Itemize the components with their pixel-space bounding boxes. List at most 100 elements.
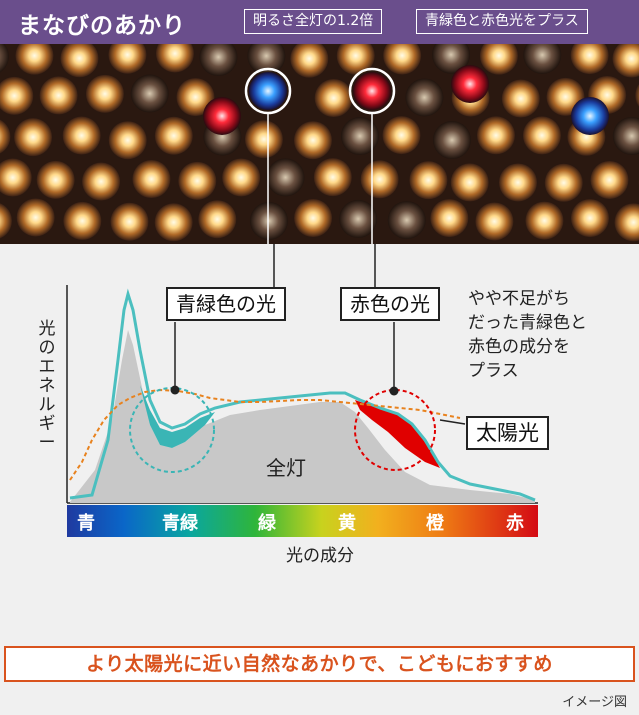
- header-bar: まなびのあかり 明るさ全灯の1.2倍 青緑色と赤色光をプラス: [0, 0, 639, 44]
- led-bulb: [14, 118, 53, 157]
- led-bulb: [62, 116, 101, 155]
- y-axis-label: 光のエネルギー: [38, 319, 56, 453]
- band-label-cyan: 青緑: [162, 513, 198, 534]
- led-bulb: [570, 199, 609, 238]
- led-bulb: [522, 116, 561, 155]
- note-line: やや不足がち: [468, 289, 570, 309]
- led-bulb: [405, 78, 444, 117]
- led-bulb: [293, 121, 332, 160]
- led-bulb: [294, 199, 333, 238]
- led-bulb: [612, 44, 639, 78]
- red-light-label: 赤色の光: [340, 287, 440, 321]
- led-bulb: [154, 116, 193, 155]
- led-bulb: [523, 44, 562, 74]
- added-red-area: [355, 400, 440, 468]
- led-bulb: [108, 121, 147, 160]
- led-bulb: [382, 116, 421, 155]
- led-bulb: [0, 76, 34, 115]
- led-bulb: [360, 160, 399, 199]
- sunlight-label: 太陽光: [466, 416, 549, 450]
- page-title: まなびのあかり: [18, 13, 186, 39]
- red-point-marker: [389, 386, 399, 396]
- led-bulb: [313, 158, 352, 197]
- led-bulb: [266, 158, 305, 197]
- led-bulb: [590, 160, 629, 199]
- led-bulb: [178, 161, 217, 200]
- led-bulb: [132, 160, 171, 199]
- led-bulb: [108, 44, 147, 74]
- led-bulb: [501, 79, 540, 118]
- led-bulb: [176, 78, 215, 117]
- led-bulb: [155, 44, 194, 73]
- led-bulb: [36, 160, 75, 199]
- footer-message: より太陽光に近い自然なあかりで、こどもにおすすめ: [4, 646, 635, 682]
- led-bulb: [430, 199, 469, 238]
- red-led: [203, 97, 241, 135]
- added-cyan-area: [140, 385, 215, 448]
- led-array-photo: [0, 44, 639, 244]
- note-line: だった青緑色と: [468, 313, 587, 333]
- sunlight-line: [69, 388, 461, 481]
- full-light-label: 全灯: [266, 456, 306, 480]
- cyan-light-label: 青緑色の光: [166, 287, 286, 321]
- led-bulb: [199, 44, 238, 77]
- led-bulb: [39, 76, 78, 115]
- led-bulb: [498, 163, 537, 202]
- brightness-tag: 明るさ全灯の1.2倍: [244, 9, 383, 34]
- band-label-green: 緑: [258, 513, 276, 534]
- red-led: [353, 72, 391, 110]
- supplement-note: やや不足がち だった青緑色と 赤色の成分を プラス: [468, 287, 628, 383]
- added-light-tag: 青緑色と赤色光をプラス: [416, 9, 588, 34]
- band-label-yellow: 黄: [338, 513, 356, 534]
- led-bulb: [336, 44, 375, 75]
- led-bulb: [222, 158, 261, 197]
- led-bulb: [130, 74, 169, 113]
- led-array-image: [0, 44, 639, 244]
- led-bulb: [409, 161, 448, 200]
- band-label-orange: 橙: [426, 513, 444, 534]
- led-bulb: [249, 201, 288, 240]
- led-bulb: [383, 44, 422, 75]
- x-axis-label: 光の成分: [286, 546, 354, 566]
- led-bulb: [432, 44, 471, 74]
- cyan-led: [571, 97, 609, 135]
- led-bulb: [475, 202, 514, 241]
- led-bulb: [63, 201, 102, 240]
- led-bulb: [0, 119, 11, 154]
- note-line: 赤色の成分を: [468, 337, 570, 357]
- led-bulb: [85, 74, 124, 113]
- band-label-red: 赤: [506, 513, 524, 534]
- red-led: [451, 65, 489, 103]
- band-label-blue: 青: [77, 513, 95, 534]
- led-bulb: [82, 162, 121, 201]
- note-line: プラス: [468, 361, 519, 381]
- led-bulb: [476, 116, 515, 155]
- led-bulb: [479, 44, 518, 75]
- spectrum-band: [67, 505, 538, 537]
- led-bulb: [290, 44, 329, 78]
- cyan-point-marker: [170, 385, 180, 395]
- led-bulb: [314, 79, 353, 118]
- led-bulb: [0, 203, 12, 239]
- led-bulb: [0, 158, 32, 197]
- led-bulb: [15, 44, 54, 75]
- led-bulb: [154, 203, 193, 242]
- led-bulb: [247, 44, 286, 75]
- led-bulb: [339, 199, 378, 238]
- led-bulb: [432, 121, 471, 160]
- led-bulb: [0, 44, 9, 73]
- led-bulb: [450, 163, 489, 202]
- led-bulb: [612, 116, 639, 155]
- cyan-led: [249, 72, 287, 110]
- led-bulb: [110, 202, 149, 241]
- led-bulb: [16, 198, 55, 237]
- led-bulb: [525, 201, 564, 240]
- led-bulb: [544, 163, 583, 202]
- cyan-highlight-circle: [129, 387, 215, 473]
- led-bulb: [614, 203, 639, 242]
- led-bulb: [387, 201, 426, 240]
- led-bulb: [244, 120, 283, 159]
- led-bulb: [60, 44, 99, 78]
- image-caption: イメージ図: [562, 695, 627, 710]
- led-bulb: [198, 200, 237, 239]
